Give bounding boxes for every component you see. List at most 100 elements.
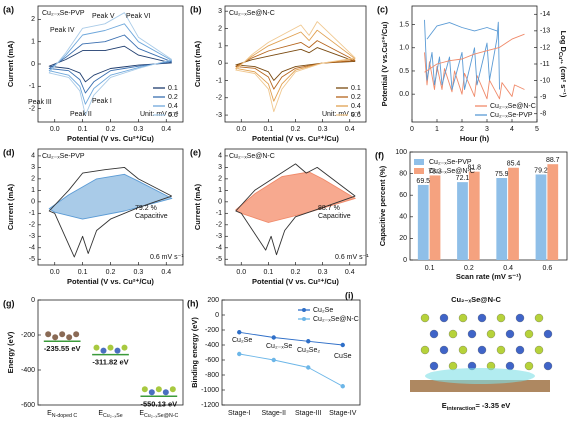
legend-label: 0.1 [351, 85, 361, 92]
x-tick-label: 0.4 [345, 269, 355, 276]
bar-value-label: 81.8 [467, 164, 481, 171]
line [235, 21, 356, 113]
panel-title: Cu₂₋ₓSe@N-C [229, 10, 275, 17]
text-part: E [98, 410, 103, 417]
panel-label: (e) [190, 147, 201, 157]
atom [100, 347, 107, 354]
panel-label: (f) [375, 150, 384, 160]
atom [121, 344, 128, 351]
y-tick-label: 3 [31, 164, 35, 171]
bar-value-label: 75.9 [495, 171, 509, 178]
panel-title: Cu₂₋ₓSe-PVP [42, 153, 85, 160]
text-part: Cu²⁺ [557, 52, 564, 64]
atom [448, 329, 458, 339]
line [48, 23, 173, 105]
y-axis-title: Binding energy (eV) [190, 317, 199, 388]
annotation: Capacitive [318, 213, 351, 220]
atom [543, 361, 553, 371]
panel-label: (i) [345, 290, 354, 300]
structure [410, 313, 553, 392]
atom [429, 329, 439, 339]
atom [496, 345, 506, 355]
atom [496, 313, 506, 323]
y-tick-label: -3 [216, 233, 222, 240]
y-tick-label: 4 [31, 153, 35, 160]
image-title: Cu₂₋ₓSe@N-C [451, 295, 501, 304]
line [48, 166, 173, 258]
y-tick-label: 0 [218, 199, 222, 206]
legend-label: 0.6 [168, 112, 178, 119]
x-tick-label: 0.3 [134, 126, 144, 133]
line [426, 22, 498, 40]
y-tick-label: 1 [31, 187, 35, 194]
legend-label: Cu₂₋ₓSe@N-C [429, 168, 475, 175]
atom [141, 386, 148, 393]
plot-frame [409, 151, 568, 261]
annotation: 0.6 mV s⁻¹ [335, 254, 369, 261]
text-part: Cu₂₋ₓSe [103, 413, 123, 419]
annotation: Peak V [92, 13, 115, 20]
line [239, 353, 344, 387]
x-tick-label: 0.1 [78, 269, 88, 276]
y-tick-label: 2 [218, 176, 222, 183]
x-tick-label: 0.4 [161, 269, 171, 276]
x-tick-label: 5 [535, 126, 539, 133]
panel-label: (g) [3, 298, 15, 308]
atom [162, 389, 169, 396]
marker [340, 384, 345, 389]
y-tick-label: 1 [31, 39, 35, 46]
panel-label: (c) [377, 4, 388, 14]
x-tick-label: 0 [410, 126, 414, 133]
annotation: Capacitive [135, 213, 168, 220]
y-tick-label: 2 [31, 16, 35, 23]
y-tick-label: 0 [31, 199, 35, 206]
x-axis-title: Potential (V vs. Cu²⁺/Cu) [67, 134, 154, 143]
bar-value-label: 69.5 [416, 178, 430, 185]
panel-label: (d) [3, 147, 15, 157]
x-tick-label: 0.1 [425, 265, 435, 272]
legend-label: 0.4 [351, 103, 361, 110]
atom [534, 313, 544, 323]
text-part: E [139, 410, 144, 417]
x-tick-label: 0.6 [543, 265, 553, 272]
area [48, 173, 173, 220]
x-tick-label: ECu₂₋ₓSe@N-C [139, 410, 178, 420]
y-tick-label: 2 [31, 176, 35, 183]
atom [420, 345, 430, 355]
atom [515, 345, 525, 355]
x-tick-label: 0.0 [50, 126, 60, 133]
y-axis-title: Potential (V vs.Cu²⁺/Cu) [380, 21, 389, 106]
line [48, 45, 172, 83]
y-axis-title: Current (mA) [6, 183, 15, 230]
bar [468, 171, 480, 260]
y-tick-label: 0.0 [399, 91, 409, 98]
legend-marker [302, 308, 306, 312]
x-axis-title: Scan rate (mV s⁻¹) [456, 272, 522, 281]
bar [547, 164, 559, 260]
x-tick-label: 2 [460, 126, 464, 133]
legend-label: Cu₂₋ₓSe-PVP [429, 159, 472, 166]
x-axis-title: Potential (V vs. Cu²⁺/Cu) [252, 277, 339, 286]
legend-label: 0.4 [168, 103, 178, 110]
legend-swatch [414, 159, 424, 165]
bar [417, 184, 429, 260]
y-tick-label: -4 [29, 245, 35, 252]
annotation: CuSe [334, 353, 352, 360]
y-tick-label: 0 [215, 312, 219, 319]
y-tick-label: 0 [31, 297, 35, 304]
area [235, 171, 356, 223]
x-tick-label: 0.2 [106, 269, 116, 276]
atom [93, 344, 100, 351]
atom [429, 361, 439, 371]
atom [420, 313, 430, 323]
bar [496, 178, 508, 260]
annotation: Peak I [92, 98, 112, 105]
x-tick-label: 0.1 [78, 126, 88, 133]
y-tick-label: 60 [399, 192, 407, 199]
x-tick-label: 0.1 [264, 126, 274, 133]
annotation: Cu₂₋ₓSe [266, 343, 292, 350]
plot-frame [37, 299, 184, 406]
charge-density [425, 368, 535, 384]
bar-value-label: 72.1 [456, 175, 470, 182]
y-tick-label: -2 [216, 222, 222, 229]
